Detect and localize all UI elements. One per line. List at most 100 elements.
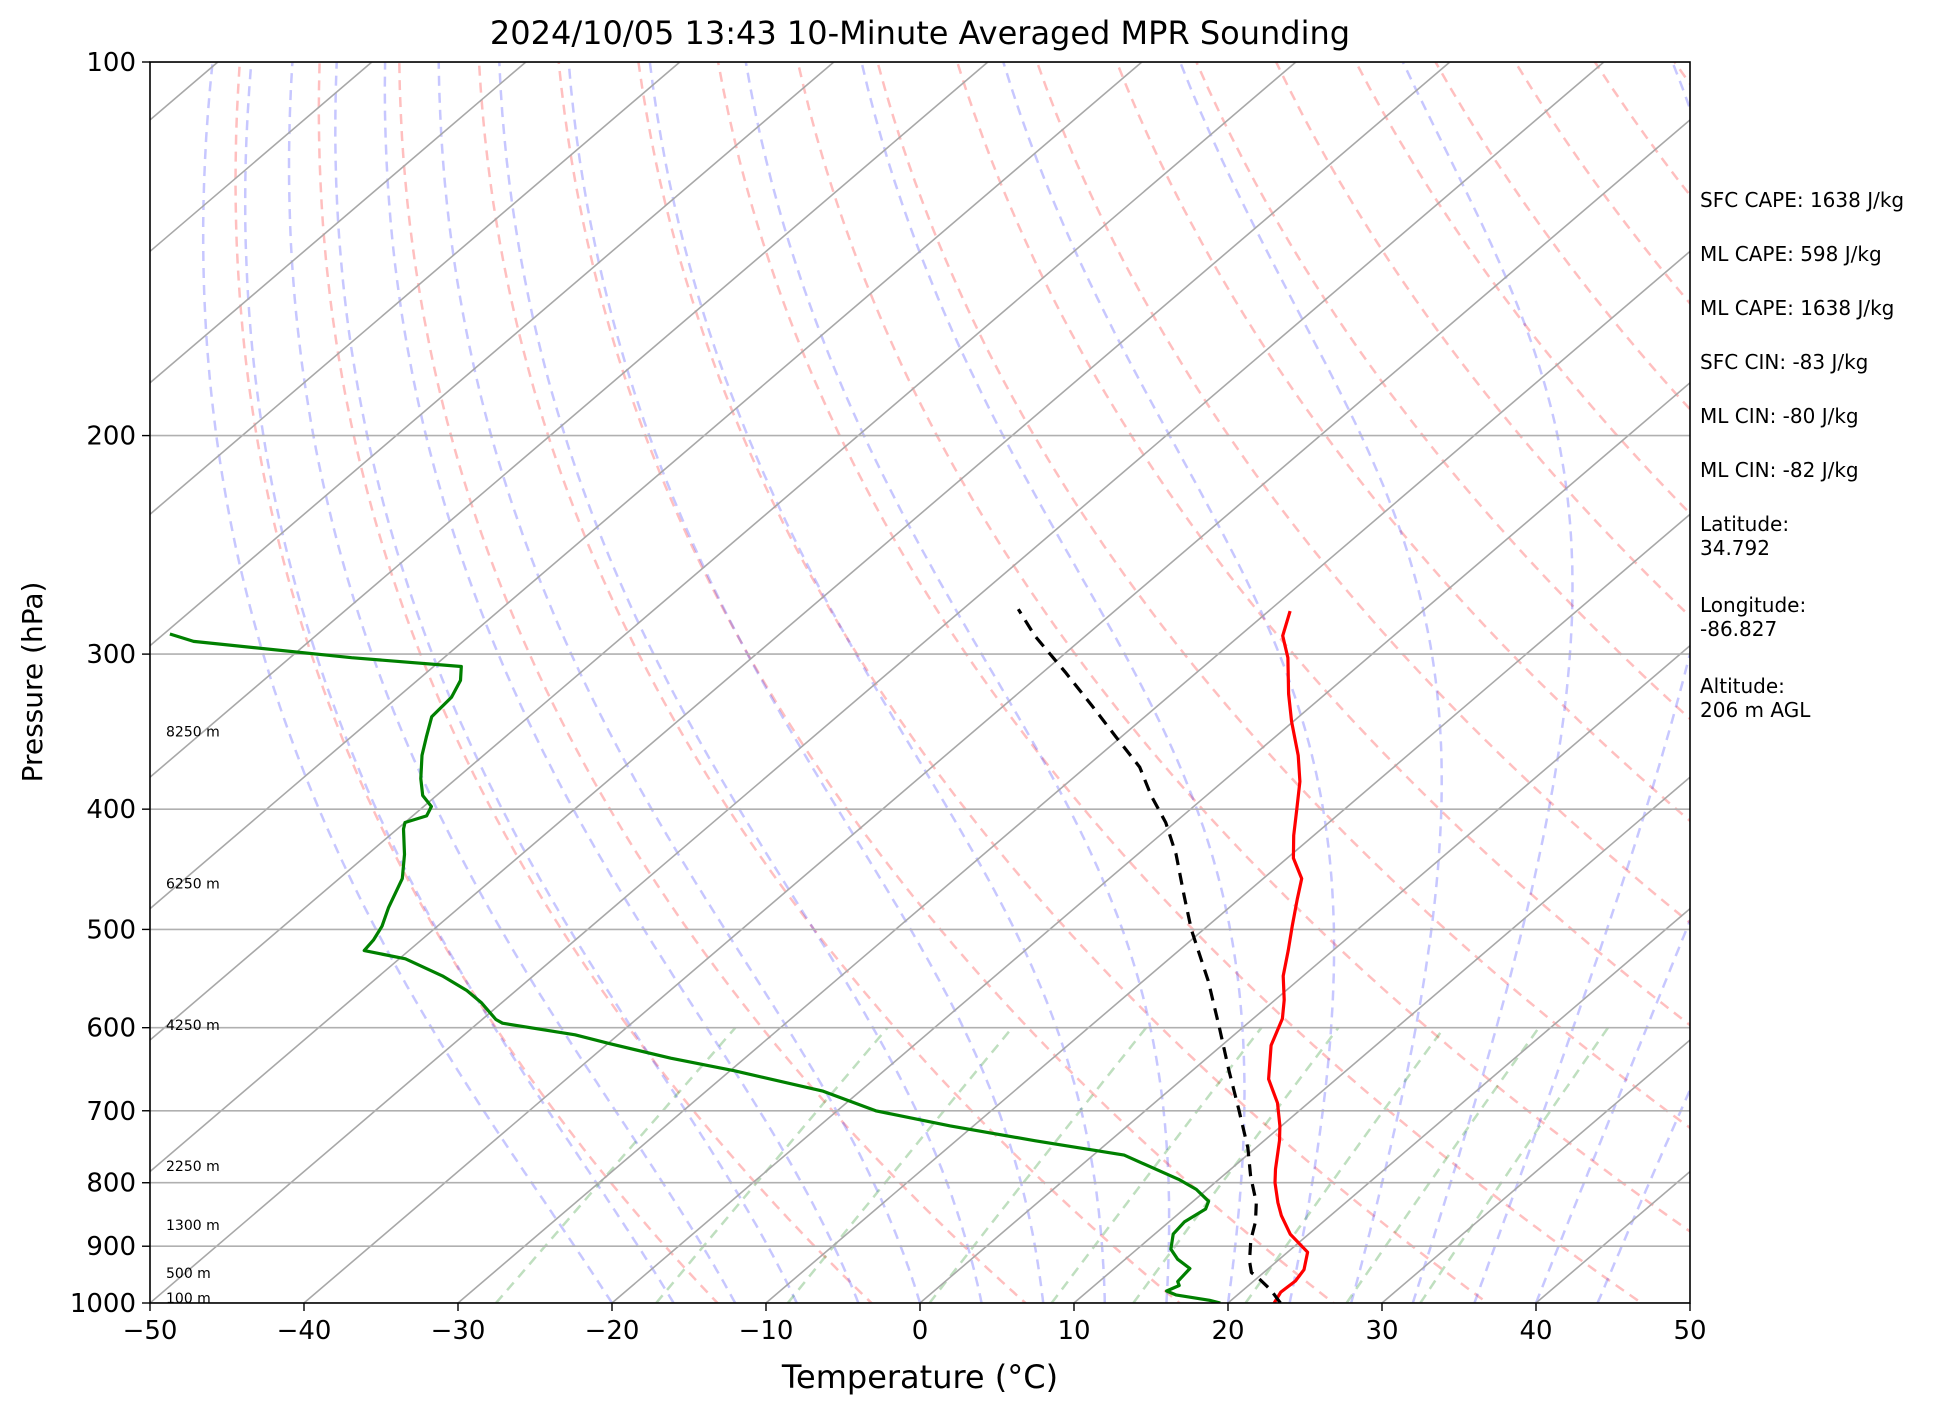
y-tick-label: 600 — [86, 1014, 136, 1044]
mixing-ratio-line — [928, 1026, 1148, 1303]
dry-adiabat — [234, 62, 720, 1303]
temperature-line — [1267, 610, 1310, 1303]
longitude-block: Longitude: -86.827 — [1700, 593, 1930, 674]
isotherm — [150, 62, 1143, 910]
dry-adiabat — [317, 62, 874, 1303]
dewpoint-line — [169, 632, 1221, 1303]
height-label: 1300 m — [166, 1218, 220, 1234]
dry-adiabat — [398, 62, 1028, 1303]
height-label: 2250 m — [166, 1159, 220, 1175]
isotherm — [1073, 776, 1690, 1303]
y-tick-label: 200 — [86, 422, 136, 452]
profiles — [169, 608, 1310, 1303]
x-tick-label: −10 — [739, 1316, 794, 1346]
y-tick-label: 800 — [86, 1169, 136, 1199]
latitude-block: Latitude: 34.792 — [1700, 512, 1930, 593]
dry-adiabat — [956, 62, 1690, 1027]
moist-adiabat — [567, 62, 1045, 1303]
moist-adiabat — [860, 62, 1246, 1303]
dry-adiabat — [1115, 62, 1690, 823]
y-tick-label: 700 — [86, 1097, 136, 1127]
isotherm — [150, 62, 373, 253]
stat-ml-cape: ML CAPE: 598 J/kg — [1700, 242, 1882, 266]
stat-sfc-cin: SFC CIN: -83 J/kg — [1700, 350, 1869, 374]
mixing-ratio-line — [655, 1026, 889, 1303]
latitude-value: 34.792 — [1700, 536, 1770, 560]
moist-adiabat — [498, 62, 983, 1303]
x-tick-label: −50 — [123, 1316, 178, 1346]
y-axis-label: Pressure (hPa) — [16, 582, 49, 783]
mixing-ratio-line — [1132, 1026, 1340, 1303]
y-tick-label: 900 — [86, 1232, 136, 1262]
isotherm — [150, 62, 989, 779]
mixing-ratio-line — [1345, 1026, 1540, 1303]
x-tick-label: 10 — [1057, 1316, 1090, 1346]
altitude-value: 206 m AGL — [1700, 698, 1811, 722]
isotherm — [150, 62, 1451, 1173]
moist-adiabat — [1002, 62, 1336, 1303]
isotherm — [150, 62, 681, 516]
moist-adiabat — [1178, 62, 1443, 1303]
mixing-ratio-line — [1419, 1026, 1610, 1303]
moist-adiabat — [201, 62, 614, 1303]
x-tick-label: 30 — [1365, 1316, 1398, 1346]
height-label: 4250 m — [166, 1018, 220, 1034]
moist-adiabat — [287, 62, 737, 1303]
x-tick-label: 0 — [912, 1316, 929, 1346]
moist-adiabat — [437, 62, 922, 1303]
moist-adiabat — [334, 62, 798, 1303]
moist-adiabat — [383, 62, 860, 1303]
stat-ml-cin-2: ML CIN: -82 J/kg — [1700, 458, 1859, 482]
stat-sfc-cape: SFC CAPE: 1638 J/kg — [1700, 188, 1905, 212]
height-labels: 100 m 500 m 1300 m 2250 m 4250 m 6250 m 8250 m — [166, 725, 220, 1308]
stat-ml-cin: ML CIN: -80 J/kg — [1700, 404, 1859, 428]
height-label: 100 m — [166, 1291, 211, 1307]
height-label: 6250 m — [166, 876, 220, 892]
isotherm — [457, 250, 1690, 1303]
mixing-ratio-line — [495, 1026, 737, 1303]
altitude-block: Altitude: 206 m AGL — [1700, 674, 1930, 755]
altitude-label: Altitude: — [1700, 674, 1785, 698]
isotherm — [611, 381, 1690, 1303]
isotherm — [303, 118, 1690, 1303]
y-tick-label: 300 — [86, 640, 136, 670]
moist-adiabat — [648, 62, 1107, 1303]
isotherm — [150, 62, 1605, 1303]
x-tick-label: 40 — [1519, 1316, 1552, 1346]
height-label: 500 m — [166, 1266, 211, 1282]
chart-title: 2024/10/05 13:43 10-Minute Averaged MPR … — [490, 14, 1350, 52]
isotherm — [919, 644, 1690, 1303]
x-tick-label: −20 — [585, 1316, 640, 1346]
x-tick-label: −30 — [431, 1316, 486, 1346]
moist-adiabat — [1534, 917, 1690, 1303]
isotherm — [150, 62, 1297, 1042]
moist-adiabat — [744, 62, 1171, 1303]
isotherm — [765, 513, 1690, 1303]
isotherm — [1227, 907, 1690, 1303]
dry-adiabat — [876, 62, 1690, 1130]
x-axis: −50 −40 −30 −20 −10 0 10 20 30 40 50 — [123, 1303, 1707, 1346]
y-tick-label: 100 — [86, 48, 136, 78]
isotherm — [150, 62, 835, 647]
x-tick-label: 20 — [1211, 1316, 1244, 1346]
dry-adiabat — [796, 62, 1690, 1233]
stats-panel: SFC CAPE: 1638 J/kg ML CAPE: 598 J/kg ML… — [1700, 188, 1930, 755]
dry-adiabat — [557, 62, 1336, 1303]
x-axis-label: Temperature (°C) — [781, 1358, 1058, 1396]
y-tick-label: 1000 — [70, 1289, 136, 1319]
longitude-label: Longitude: — [1700, 593, 1807, 617]
latitude-label: Latitude: — [1700, 512, 1790, 536]
y-tick-label: 500 — [86, 915, 136, 945]
longitude-value: -86.827 — [1700, 617, 1778, 641]
moist-adiabat — [243, 62, 675, 1303]
isobar-grid — [150, 62, 1690, 1303]
background-lines — [150, 62, 1690, 1303]
isotherm — [1381, 1039, 1690, 1303]
parcel-profile-line — [1016, 608, 1282, 1303]
y-tick-label: 400 — [86, 795, 136, 825]
mixing-ratio-line — [1050, 1026, 1263, 1303]
stat-ml-cape-2: ML CAPE: 1638 J/kg — [1700, 296, 1895, 320]
moist-adiabat — [1473, 62, 1690, 1303]
isotherm — [150, 62, 527, 384]
